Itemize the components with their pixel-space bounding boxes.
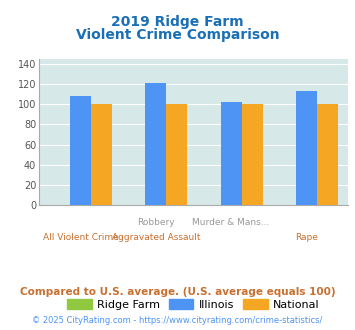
Text: Rape: Rape	[295, 233, 318, 242]
Text: Compared to U.S. average. (U.S. average equals 100): Compared to U.S. average. (U.S. average …	[20, 287, 335, 297]
Text: All Violent Crime: All Violent Crime	[43, 233, 118, 242]
Bar	[145, 83, 166, 205]
Text: Aggravated Assault: Aggravated Assault	[111, 233, 200, 242]
Bar	[242, 105, 263, 205]
Bar	[70, 96, 91, 205]
Bar	[317, 105, 338, 205]
Bar	[220, 102, 242, 205]
Text: 2019 Ridge Farm: 2019 Ridge Farm	[111, 15, 244, 29]
Legend: Ridge Farm, Illinois, National: Ridge Farm, Illinois, National	[62, 294, 324, 314]
Text: © 2025 CityRating.com - https://www.cityrating.com/crime-statistics/: © 2025 CityRating.com - https://www.city…	[32, 316, 323, 325]
Bar	[91, 105, 112, 205]
Text: Murder & Mans...: Murder & Mans...	[192, 218, 270, 227]
Bar	[166, 105, 187, 205]
Text: Robbery: Robbery	[137, 218, 175, 227]
Text: Violent Crime Comparison: Violent Crime Comparison	[76, 28, 279, 42]
Bar	[296, 91, 317, 205]
